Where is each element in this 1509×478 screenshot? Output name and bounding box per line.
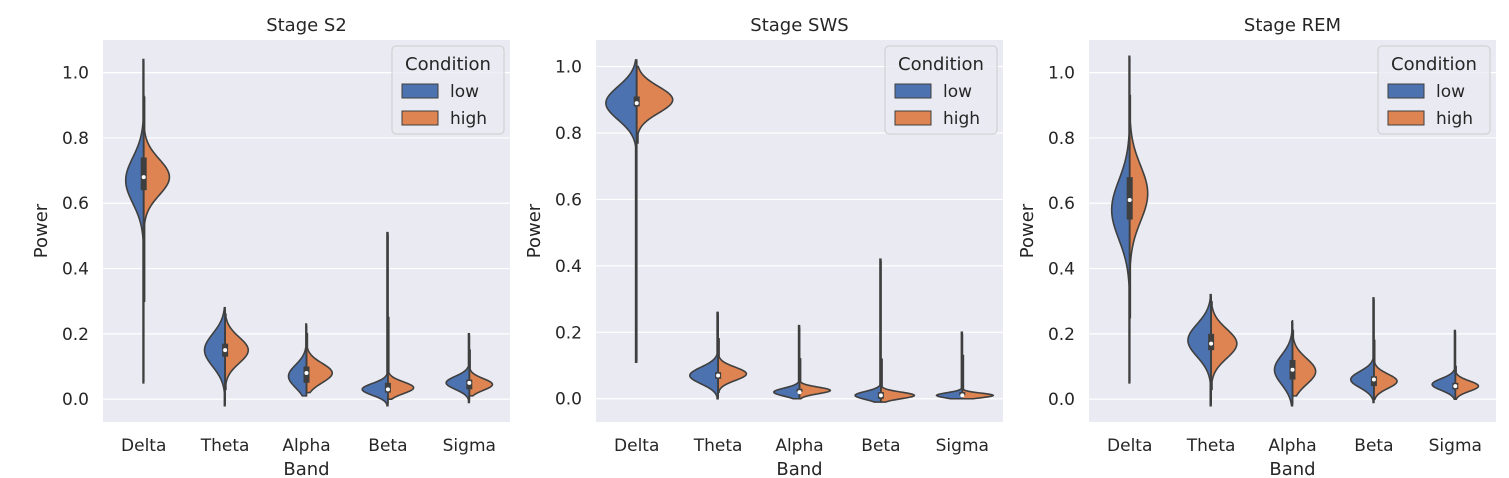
x-tick-label: Beta	[368, 436, 407, 456]
median-dot	[1127, 197, 1132, 202]
violin-half-high	[798, 358, 832, 400]
violin-half-low	[203, 306, 226, 407]
y-tick-label: 0.6	[1048, 194, 1075, 214]
legend: Condition low high	[391, 45, 505, 135]
violin-half-high	[1291, 329, 1317, 397]
legend-swatch-low	[401, 83, 439, 99]
violin-half-low	[854, 258, 882, 403]
x-axis-label: Band	[1269, 459, 1315, 478]
violin-half-low	[605, 59, 638, 364]
x-tick-label: Sigma	[1429, 436, 1482, 456]
x-tick-label: Sigma	[936, 436, 989, 456]
violin-half-low	[689, 311, 719, 400]
x-tick-label: Delta	[121, 436, 166, 456]
violin-half-high	[224, 313, 250, 391]
median-dot	[304, 371, 309, 376]
y-tick-label: 0.0	[62, 390, 89, 410]
violin-half-high	[635, 65, 674, 144]
x-tick-label: Delta	[1107, 436, 1152, 456]
x-axis-label: Band	[776, 459, 822, 478]
median-dot	[385, 387, 390, 392]
y-tick-label: 0.2	[1048, 325, 1075, 345]
legend: Condition low high	[884, 45, 998, 135]
legend-label-low: low	[450, 82, 479, 102]
legend-label-high: high	[450, 109, 487, 129]
panel-title: Stage REM	[1244, 15, 1341, 36]
y-axis-label: Power	[31, 203, 52, 258]
x-tick-label: Beta	[1354, 436, 1393, 456]
median-dot	[1453, 384, 1458, 389]
y-tick-label: 0.4	[62, 260, 89, 280]
legend-label-high: high	[1436, 109, 1473, 129]
y-tick-label: 0.2	[555, 323, 582, 343]
y-tick-label: 0.8	[1048, 129, 1075, 149]
panel-1: 0.0 0.2 0.4 0.6 0.8 1.0 Delta Theta Alpha Beta Sig…	[31, 15, 510, 478]
y-tick-label: 0.6	[555, 190, 582, 210]
y-tick-label: 0.6	[62, 194, 89, 214]
violin-half-high	[717, 338, 748, 393]
y-tick-label: 1.0	[555, 58, 582, 78]
x-tick-label: Alpha	[1268, 436, 1316, 456]
y-tick-label: 0.8	[555, 124, 582, 144]
x-tick-label: Alpha	[775, 436, 823, 456]
x-tick-label: Sigma	[443, 436, 496, 456]
legend-swatch-low	[1387, 83, 1425, 99]
median-dot	[634, 101, 639, 106]
y-tick-label: 1.0	[62, 64, 89, 84]
legend: Condition low high	[1377, 45, 1491, 135]
panel-title: Stage SWS	[750, 15, 848, 36]
x-tick-label: Alpha	[282, 436, 330, 456]
y-tick-label: 0.4	[1048, 260, 1075, 280]
median-dot	[1209, 341, 1214, 346]
panel-2: 0.0 0.2 0.4 0.6 0.8 1.0 Delta Theta Alpha Beta Sig…	[524, 15, 1003, 478]
legend-swatch-high	[894, 110, 932, 126]
median-dot	[716, 373, 721, 378]
median-dot	[1371, 377, 1376, 382]
x-tick-label: Theta	[693, 436, 743, 456]
violin-half-high	[880, 358, 916, 403]
panel-3: 0.0 0.2 0.4 0.6 0.8 1.0 Delta Theta Alpha Beta Sig…	[1017, 15, 1496, 478]
panel-title: Stage S2	[266, 15, 347, 36]
legend-swatch-high	[401, 110, 439, 126]
y-tick-label: 0.0	[1048, 390, 1075, 410]
y-axis-label: Power	[1017, 203, 1038, 258]
y-tick-label: 1.0	[1048, 64, 1075, 84]
y-tick-label: 0.8	[62, 129, 89, 149]
median-dot	[1290, 367, 1295, 372]
y-tick-label: 0.4	[555, 257, 582, 277]
violin-half-high	[1210, 300, 1238, 391]
x-tick-label: Beta	[861, 436, 900, 456]
median-dot	[141, 175, 146, 180]
iqr-box	[140, 157, 147, 191]
legend-title: Condition	[1391, 54, 1477, 75]
y-tick-label: 0.0	[555, 390, 582, 410]
median-dot	[467, 380, 472, 385]
median-dot	[960, 393, 965, 398]
legend-swatch-low	[894, 83, 932, 99]
y-axis-label: Power	[524, 203, 545, 258]
x-axis-label: Band	[283, 459, 329, 478]
violin-half-high	[142, 95, 171, 303]
y-tick-label: 0.2	[62, 325, 89, 345]
x-tick-label: Delta	[614, 436, 659, 456]
violin-half-low	[1273, 319, 1294, 407]
median-dot	[797, 390, 802, 395]
legend-title: Condition	[405, 54, 491, 75]
x-tick-label: Theta	[200, 436, 250, 456]
median-dot	[878, 393, 883, 398]
legend-title: Condition	[898, 54, 984, 75]
legend-label-high: high	[943, 109, 980, 129]
violin-half-high	[961, 354, 995, 400]
legend-label-low: low	[1436, 82, 1465, 102]
legend-swatch-high	[1387, 110, 1425, 126]
median-dot	[223, 348, 228, 353]
x-tick-label: Theta	[1186, 436, 1236, 456]
legend-label-low: low	[943, 82, 972, 102]
